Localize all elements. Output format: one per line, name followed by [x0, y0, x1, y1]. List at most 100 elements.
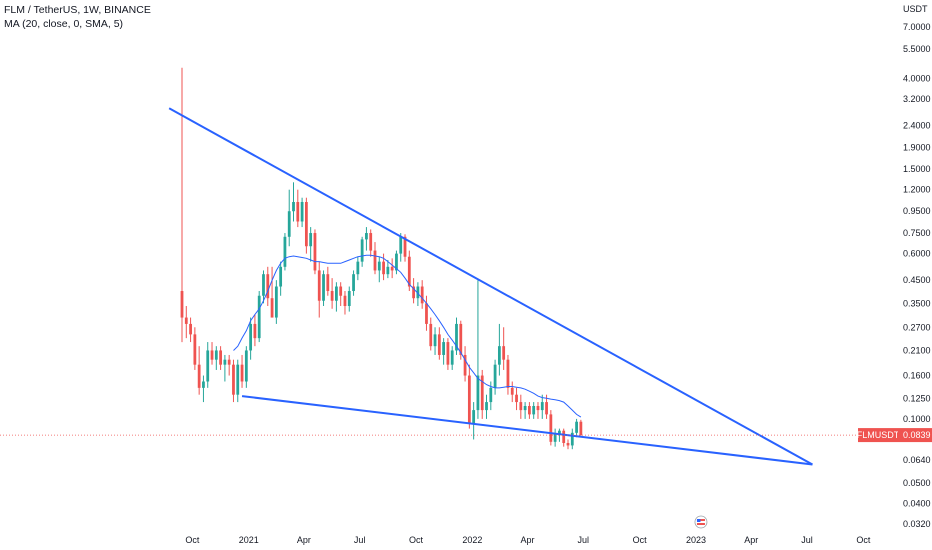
candle [262, 270, 265, 304]
trendline-lower[interactable] [241, 395, 813, 466]
candle [283, 233, 287, 271]
candle-body [279, 266, 283, 287]
candle-body [249, 323, 253, 351]
price-tick-label: 1.2000 [903, 185, 931, 195]
candle [510, 381, 514, 403]
candle-body [352, 274, 355, 292]
candle [206, 342, 210, 388]
candle [399, 233, 403, 262]
candle [274, 280, 278, 324]
candle [214, 346, 218, 370]
candle-body [232, 364, 235, 395]
candle-body [446, 342, 450, 365]
candle [433, 327, 437, 355]
candle [506, 354, 510, 395]
candle-body [575, 421, 578, 433]
candle [365, 227, 368, 251]
candle-body [540, 402, 544, 411]
candle [313, 229, 317, 275]
candle-body [510, 387, 514, 395]
candle [300, 197, 304, 228]
time-tick-label: 2021 [239, 535, 259, 545]
candle-body [377, 261, 381, 271]
trendline-upper[interactable] [168, 107, 813, 466]
candle-body [476, 375, 480, 411]
candle [369, 229, 373, 257]
candle [309, 227, 313, 262]
candle-body [335, 286, 338, 301]
price-tick-label: 0.0640 [903, 455, 931, 465]
candle-body [463, 354, 467, 376]
candle [339, 282, 343, 307]
candle [519, 394, 523, 419]
candle [257, 291, 261, 343]
candle-body [506, 359, 510, 388]
symbol-title: FLM / TetherUS, 1W, BINANCE [4, 4, 151, 16]
candle-body [420, 286, 424, 304]
candle-body [472, 410, 476, 424]
candle-body [322, 274, 325, 301]
candle [227, 354, 231, 376]
price-tag [898, 428, 932, 443]
candle [553, 428, 557, 447]
candle [360, 236, 364, 267]
symbol-tag [858, 428, 898, 443]
candle [236, 359, 240, 403]
candle-body [356, 261, 360, 275]
candle-body [326, 274, 330, 292]
candle-body [373, 250, 377, 271]
price-tick-label: 0.1600 [903, 371, 931, 381]
candle [356, 256, 360, 281]
candle [485, 394, 488, 419]
candle [579, 419, 583, 438]
price-tick-label: 0.6000 [903, 249, 931, 259]
candle [472, 402, 476, 440]
candle-body [553, 433, 557, 442]
candle-body [287, 211, 291, 237]
price-tick-label: 0.0400 [903, 498, 931, 508]
candle [335, 282, 338, 312]
symbol-tag-label: FLMUSDT [857, 430, 900, 440]
price-tick-label: 0.2100 [903, 345, 931, 355]
trendlines-layer [168, 107, 813, 466]
candle-body [347, 291, 351, 307]
candle-body [330, 291, 334, 301]
candle [232, 359, 235, 403]
candle-body [579, 421, 583, 436]
candle [317, 261, 321, 318]
price-tick-label: 0.1250 [903, 393, 931, 403]
candle [244, 346, 248, 388]
candle-body [489, 387, 493, 403]
candle [395, 250, 398, 275]
price-tick-label: 4.0000 [903, 74, 931, 84]
candle-body [317, 270, 321, 301]
candle-body [558, 430, 561, 434]
current-price-line-layer: FLMUSDT 0.0839 [0, 428, 932, 443]
candle-body [244, 350, 248, 382]
candle-body [562, 430, 566, 444]
time-tick-label: Jul [578, 535, 590, 545]
candle [253, 314, 257, 347]
candle-body [300, 201, 304, 222]
moving-average-layer [233, 254, 582, 418]
candle [377, 256, 381, 283]
candle [287, 189, 291, 247]
time-axis: Oct 2021 Apr Jul Oct 2022 Apr Jul Oct 2023 Apr Jul O… [185, 535, 870, 545]
candle-body [266, 274, 270, 299]
candle-body [545, 402, 548, 415]
time-tick-label: Apr [297, 535, 311, 545]
time-tick-label: 2022 [462, 535, 482, 545]
candle [540, 394, 544, 419]
time-tick-label: Apr [521, 535, 535, 545]
candle [532, 402, 536, 419]
candle-body [274, 286, 278, 318]
price-tick-label: 0.4500 [903, 275, 931, 285]
candle-body [566, 443, 570, 446]
flag-icon[interactable] [694, 515, 708, 529]
candle [562, 428, 566, 447]
time-tick-label: Apr [744, 535, 758, 545]
time-tick-label: Oct [185, 535, 200, 545]
candle [210, 342, 214, 365]
candle-body [365, 233, 368, 240]
